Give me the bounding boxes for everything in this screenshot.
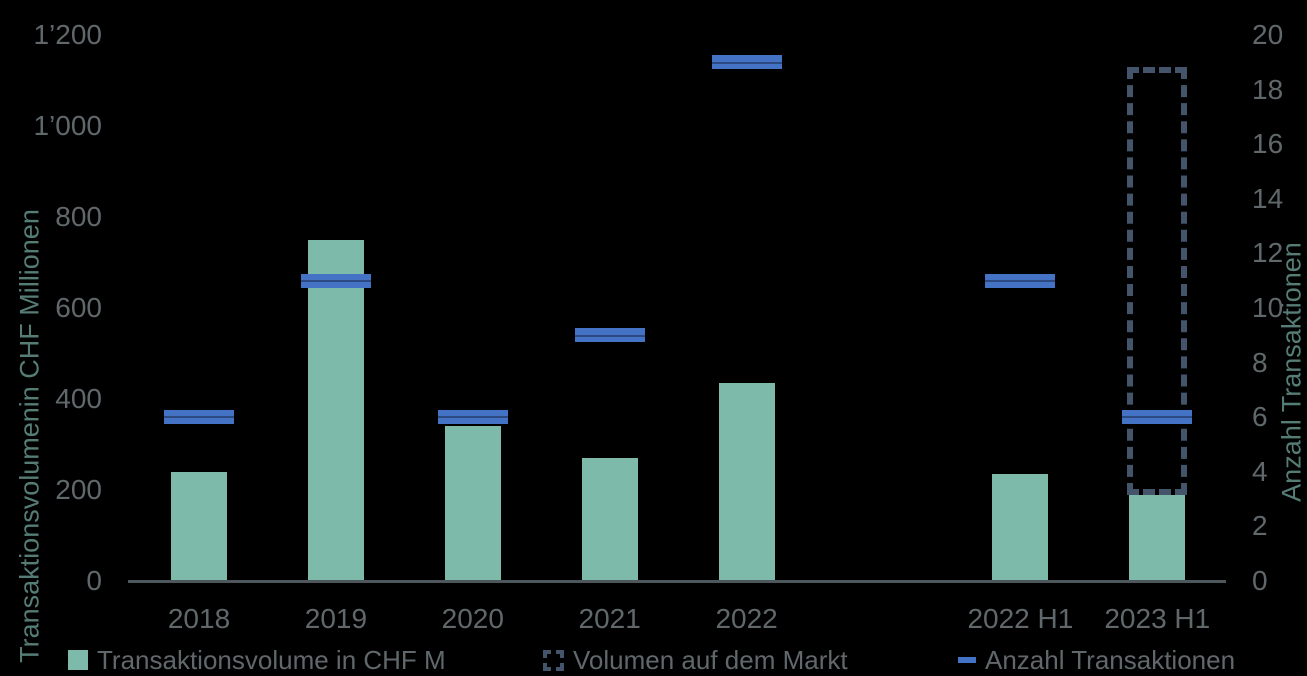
bar-transaktionsvolume <box>992 474 1049 581</box>
marker-anzahl-transaktionen <box>300 273 371 288</box>
right-axis-tick: 4 <box>1252 455 1268 487</box>
right-axis-tick: 16 <box>1252 128 1284 160</box>
bar-transaktionsvolume <box>1129 494 1186 581</box>
dash-marker-midline <box>711 61 782 64</box>
legend-item-label: Transaktionsvolume in CHF M <box>97 644 446 675</box>
x-axis-label: 2022 H1 <box>967 603 1074 634</box>
dash-marker-midline <box>437 416 508 419</box>
legend-green-square-icon <box>68 650 88 670</box>
right-axis-tick: 18 <box>1252 73 1284 105</box>
left-axis-tick: 1’000 <box>33 110 102 141</box>
marker-anzahl-transaktionen <box>574 328 645 343</box>
x-axis-label: 2023 H1 <box>1104 603 1211 634</box>
dash-marker-midline <box>1122 416 1193 419</box>
right-axis-tick: 6 <box>1252 401 1268 433</box>
marker-anzahl-transaktionen <box>711 55 782 70</box>
bar-volumen-auf-dem-markt-dashed <box>1127 66 1188 495</box>
dash-marker-midline <box>985 279 1056 282</box>
right-axis-tick: 10 <box>1252 292 1284 323</box>
left-axis-tick: 800 <box>55 201 102 232</box>
legend-item-label: Volumen auf dem Markt <box>573 644 848 675</box>
x-axis-label: 2021 <box>578 603 641 634</box>
legend-item: Volumen auf dem Markt <box>543 645 848 675</box>
bar-transaktionsvolume <box>307 239 364 581</box>
dash-marker-midline <box>164 416 234 419</box>
legend-dashed-square-icon <box>543 649 564 671</box>
x-axis-line <box>128 580 1226 583</box>
left-axis-tick: 600 <box>55 292 102 323</box>
x-axis-label: 2019 <box>304 603 368 634</box>
dash-marker-midline <box>574 334 645 337</box>
right-axis-tick: 2 <box>1252 510 1268 542</box>
right-axis-title: Anzahl Transaktionen <box>1276 242 1307 502</box>
left-axis-tick: 0 <box>86 565 102 596</box>
legend-item: Transaktionsvolume in CHF M <box>68 645 446 675</box>
bar-transaktionsvolume <box>581 458 638 581</box>
legend-blue-dash-icon <box>958 657 976 663</box>
bar-transaktionsvolume <box>444 426 501 581</box>
marker-anzahl-transaktionen <box>985 273 1056 288</box>
right-axis-tick: 8 <box>1252 346 1268 378</box>
right-axis-tick: 14 <box>1252 182 1284 214</box>
marker-anzahl-transaktionen <box>1122 410 1193 425</box>
right-axis-tick: 20 <box>1252 19 1284 50</box>
marker-anzahl-transaktionen <box>437 410 508 425</box>
bar-transaktionsvolume <box>171 471 227 581</box>
legend-item: Anzahl Transaktionen <box>958 645 1235 675</box>
dash-marker-midline <box>300 279 371 282</box>
left-axis-tick: 400 <box>55 383 102 414</box>
left-axis-tick: 200 <box>55 474 102 505</box>
right-axis-tick: 12 <box>1252 237 1284 269</box>
legend-item-label: Anzahl Transaktionen <box>985 644 1236 675</box>
marker-anzahl-transaktionen <box>164 410 234 425</box>
x-axis-label: 2022 <box>715 603 778 634</box>
x-axis-label: 2018 <box>167 603 231 634</box>
right-axis-tick: 0 <box>1252 565 1268 596</box>
left-axis-tick: 1’200 <box>33 19 102 50</box>
x-axis-label: 2020 <box>441 603 504 634</box>
bar-transaktionsvolume <box>718 383 775 581</box>
